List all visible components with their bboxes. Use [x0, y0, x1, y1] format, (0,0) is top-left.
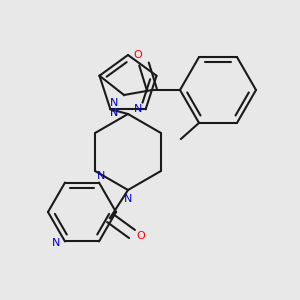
- Text: N: N: [52, 238, 60, 248]
- Text: N: N: [124, 194, 132, 204]
- Text: N: N: [97, 171, 105, 181]
- Text: O: O: [136, 231, 146, 241]
- Text: H: H: [110, 108, 118, 118]
- Text: N: N: [134, 104, 142, 114]
- Text: N: N: [110, 108, 118, 118]
- Text: O: O: [134, 50, 142, 60]
- Text: N: N: [110, 98, 118, 108]
